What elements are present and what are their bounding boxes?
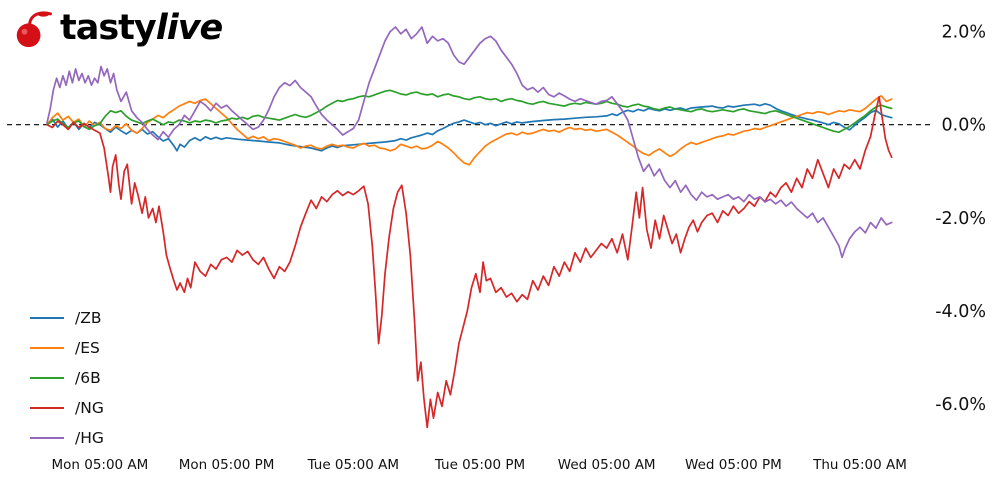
brand-text-live: live <box>155 8 224 48</box>
y-tick-label: -6.0% <box>935 395 986 415</box>
series-line-es <box>46 95 893 166</box>
x-tick-label: Mon 05:00 PM <box>179 457 275 473</box>
legend-line-swatch <box>30 377 64 379</box>
legend-label: /NG <box>75 399 104 417</box>
y-tick-label: 0.0% <box>942 116 986 136</box>
legend-row-es: /ES <box>30 333 104 363</box>
legend-label: /ES <box>75 339 100 357</box>
legend-label: /HG <box>75 429 104 447</box>
brand-wordmark: tastylive <box>60 7 224 49</box>
x-tick-label: Tue 05:00 AM <box>307 457 399 473</box>
legend-line-swatch <box>30 317 64 319</box>
chart-legend: /ZB/ES/6B/NG/HG <box>30 303 104 453</box>
x-tick-label: Wed 05:00 PM <box>685 457 782 473</box>
series-line-6b <box>46 89 893 134</box>
y-tick-label: -4.0% <box>935 302 986 322</box>
x-tick-label: Mon 05:00 AM <box>51 457 148 473</box>
legend-row-ng: /NG <box>30 393 104 423</box>
series-line-hg <box>46 26 893 259</box>
brand-text-tasty: tasty <box>60 8 157 48</box>
legend-line-swatch <box>30 347 64 349</box>
legend-row-hg: /HG <box>30 423 104 453</box>
legend-row-zb: /ZB <box>30 303 104 333</box>
legend-label: /ZB <box>75 309 102 327</box>
cherry-icon <box>16 11 52 48</box>
series-line-zb <box>46 102 893 152</box>
x-tick-label: Tue 05:00 PM <box>434 457 525 473</box>
legend-label: /6B <box>75 369 101 387</box>
legend-line-swatch <box>30 407 64 409</box>
brand-logo: tastylive <box>14 7 224 49</box>
x-tick-label: Wed 05:00 AM <box>558 457 656 473</box>
legend-line-swatch <box>30 437 64 439</box>
x-tick-label: Thu 05:00 AM <box>812 457 907 473</box>
y-tick-label: -2.0% <box>935 209 986 229</box>
y-tick-label: 2.0% <box>942 23 986 43</box>
series-line-ng <box>46 95 893 429</box>
legend-row-6b: /6B <box>30 363 104 393</box>
